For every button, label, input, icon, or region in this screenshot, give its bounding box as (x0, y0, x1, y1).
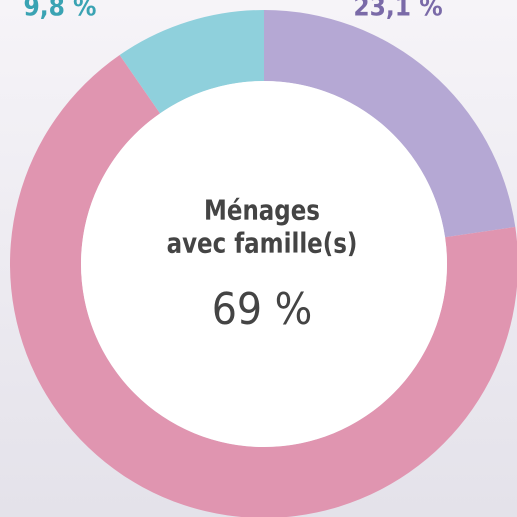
donut-segment (10, 54, 517, 517)
value-label: 9,8 % (23, 0, 96, 23)
donut-segment (119, 10, 264, 114)
value-label: 23,1 % (353, 0, 442, 23)
center-label: Ménages (204, 195, 320, 228)
center-label: avec famille(s) (167, 228, 358, 261)
donut-segment (264, 10, 516, 238)
donut-hole (81, 81, 447, 447)
value-label: 69 % (212, 284, 313, 335)
